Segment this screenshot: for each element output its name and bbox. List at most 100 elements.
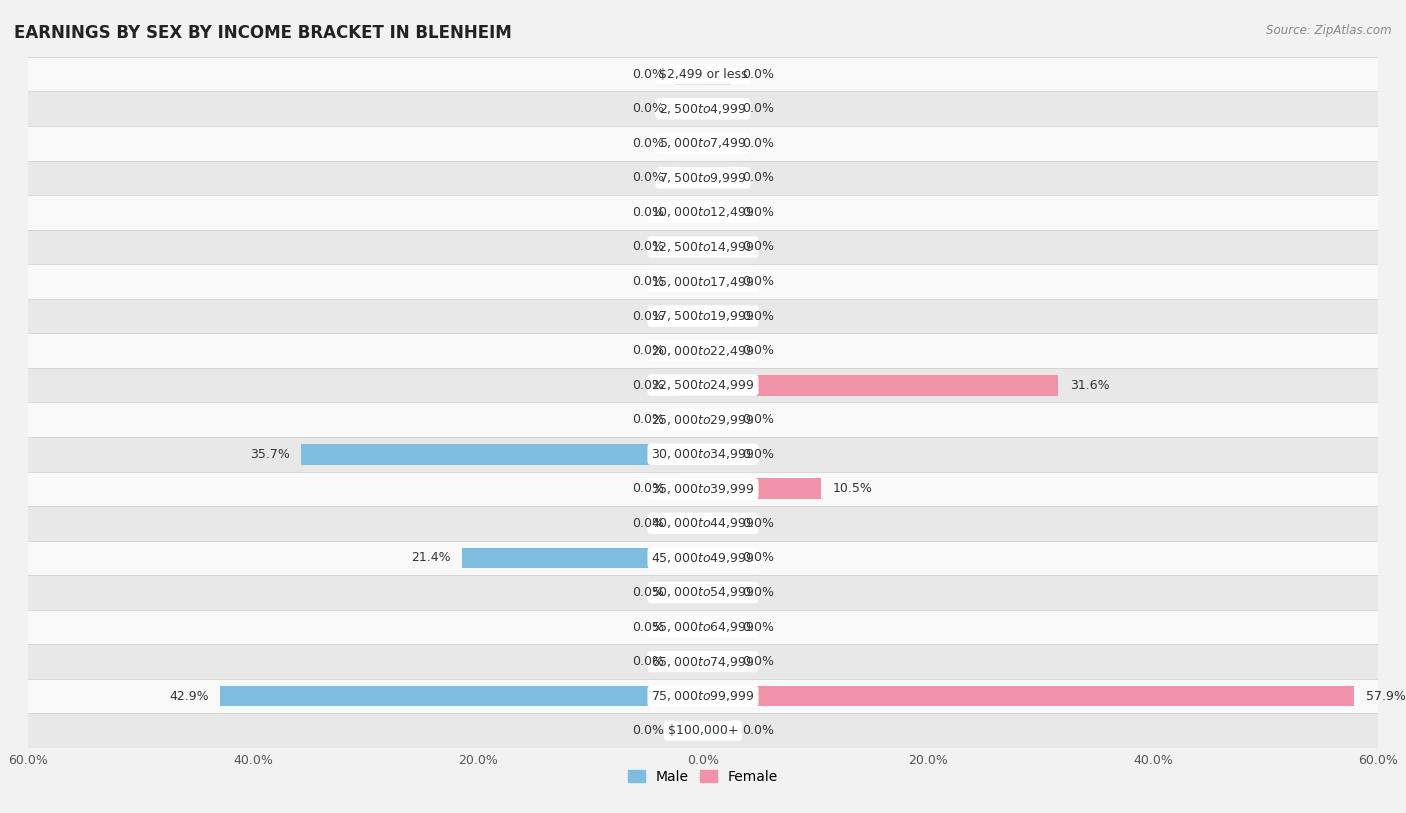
Text: 0.0%: 0.0% [631, 655, 664, 668]
Bar [463, 547, 703, 568]
Bar [28, 91, 1378, 126]
Text: $100,000+: $100,000+ [668, 724, 738, 737]
Text: $12,500 to $14,999: $12,500 to $14,999 [651, 240, 755, 254]
Text: 0.0%: 0.0% [631, 137, 664, 150]
Bar [301, 444, 703, 464]
Bar [675, 409, 703, 430]
Text: 0.0%: 0.0% [742, 448, 775, 461]
Bar [703, 63, 731, 85]
Text: 21.4%: 21.4% [412, 551, 451, 564]
Text: 10.5%: 10.5% [832, 482, 872, 495]
Text: 0.0%: 0.0% [742, 620, 775, 633]
Bar [675, 720, 703, 741]
Text: $40,000 to $44,999: $40,000 to $44,999 [651, 516, 755, 530]
Text: 0.0%: 0.0% [631, 379, 664, 392]
Text: 57.9%: 57.9% [1365, 689, 1406, 702]
Text: 0.0%: 0.0% [742, 137, 775, 150]
Bar [703, 616, 731, 637]
Text: $10,000 to $12,499: $10,000 to $12,499 [651, 206, 755, 220]
Bar [703, 340, 731, 361]
Text: $7,500 to $9,999: $7,500 to $9,999 [659, 171, 747, 185]
Bar [675, 237, 703, 257]
Bar [28, 575, 1378, 610]
Text: $2,499 or less: $2,499 or less [659, 67, 747, 80]
Text: 0.0%: 0.0% [631, 517, 664, 530]
Bar [703, 651, 731, 672]
Text: 0.0%: 0.0% [742, 586, 775, 599]
Text: $25,000 to $29,999: $25,000 to $29,999 [651, 413, 755, 427]
Bar [28, 541, 1378, 575]
Bar [675, 478, 703, 499]
Bar [675, 340, 703, 361]
Text: 0.0%: 0.0% [742, 310, 775, 323]
Bar [703, 167, 731, 188]
Bar [28, 195, 1378, 229]
Text: $50,000 to $54,999: $50,000 to $54,999 [651, 585, 755, 599]
Text: 0.0%: 0.0% [742, 413, 775, 426]
Bar [675, 306, 703, 326]
Bar [28, 506, 1378, 541]
Bar [28, 126, 1378, 160]
Text: 0.0%: 0.0% [631, 724, 664, 737]
Bar [221, 685, 703, 706]
Text: EARNINGS BY SEX BY INCOME BRACKET IN BLENHEIM: EARNINGS BY SEX BY INCOME BRACKET IN BLE… [14, 24, 512, 42]
Bar [703, 202, 731, 223]
Bar [675, 651, 703, 672]
Bar [703, 306, 731, 326]
Bar [675, 582, 703, 602]
Text: $65,000 to $74,999: $65,000 to $74,999 [651, 654, 755, 668]
Bar [28, 714, 1378, 748]
Bar [28, 644, 1378, 679]
Bar [703, 98, 731, 119]
Bar [675, 63, 703, 85]
Bar [703, 444, 731, 464]
Text: 0.0%: 0.0% [631, 413, 664, 426]
Text: 0.0%: 0.0% [742, 517, 775, 530]
Text: 0.0%: 0.0% [631, 275, 664, 288]
Text: $5,000 to $7,499: $5,000 to $7,499 [659, 137, 747, 150]
Bar [703, 375, 1059, 395]
Bar [28, 367, 1378, 402]
Bar [675, 133, 703, 154]
Text: $22,500 to $24,999: $22,500 to $24,999 [651, 378, 755, 392]
Bar [28, 333, 1378, 367]
Bar [703, 409, 731, 430]
Text: 0.0%: 0.0% [631, 482, 664, 495]
Text: 0.0%: 0.0% [742, 655, 775, 668]
Bar [703, 720, 731, 741]
Text: $17,500 to $19,999: $17,500 to $19,999 [651, 309, 755, 323]
Text: 0.0%: 0.0% [742, 724, 775, 737]
Text: 0.0%: 0.0% [631, 102, 664, 115]
Text: 42.9%: 42.9% [170, 689, 209, 702]
Bar [28, 229, 1378, 264]
Text: 0.0%: 0.0% [742, 551, 775, 564]
Text: $35,000 to $39,999: $35,000 to $39,999 [651, 482, 755, 496]
Bar [703, 547, 731, 568]
Legend: Male, Female: Male, Female [623, 764, 783, 789]
Bar [703, 237, 731, 257]
Text: 0.0%: 0.0% [631, 620, 664, 633]
Bar [703, 271, 731, 292]
Bar [703, 478, 821, 499]
Bar [28, 264, 1378, 298]
Text: $75,000 to $99,999: $75,000 to $99,999 [651, 689, 755, 703]
Bar [675, 513, 703, 533]
Bar [703, 513, 731, 533]
Text: 0.0%: 0.0% [631, 310, 664, 323]
Text: 0.0%: 0.0% [631, 586, 664, 599]
Text: 35.7%: 35.7% [250, 448, 290, 461]
Text: 0.0%: 0.0% [631, 67, 664, 80]
Text: $20,000 to $22,499: $20,000 to $22,499 [651, 344, 755, 358]
Text: 0.0%: 0.0% [631, 172, 664, 185]
Text: $15,000 to $17,499: $15,000 to $17,499 [651, 275, 755, 289]
Text: 0.0%: 0.0% [631, 206, 664, 219]
Bar [703, 685, 1354, 706]
Text: 31.6%: 31.6% [1070, 379, 1109, 392]
Text: 0.0%: 0.0% [742, 67, 775, 80]
Text: $55,000 to $64,999: $55,000 to $64,999 [651, 620, 755, 634]
Bar [28, 160, 1378, 195]
Text: 0.0%: 0.0% [742, 275, 775, 288]
Text: 0.0%: 0.0% [631, 241, 664, 254]
Bar [28, 610, 1378, 644]
Bar [703, 133, 731, 154]
